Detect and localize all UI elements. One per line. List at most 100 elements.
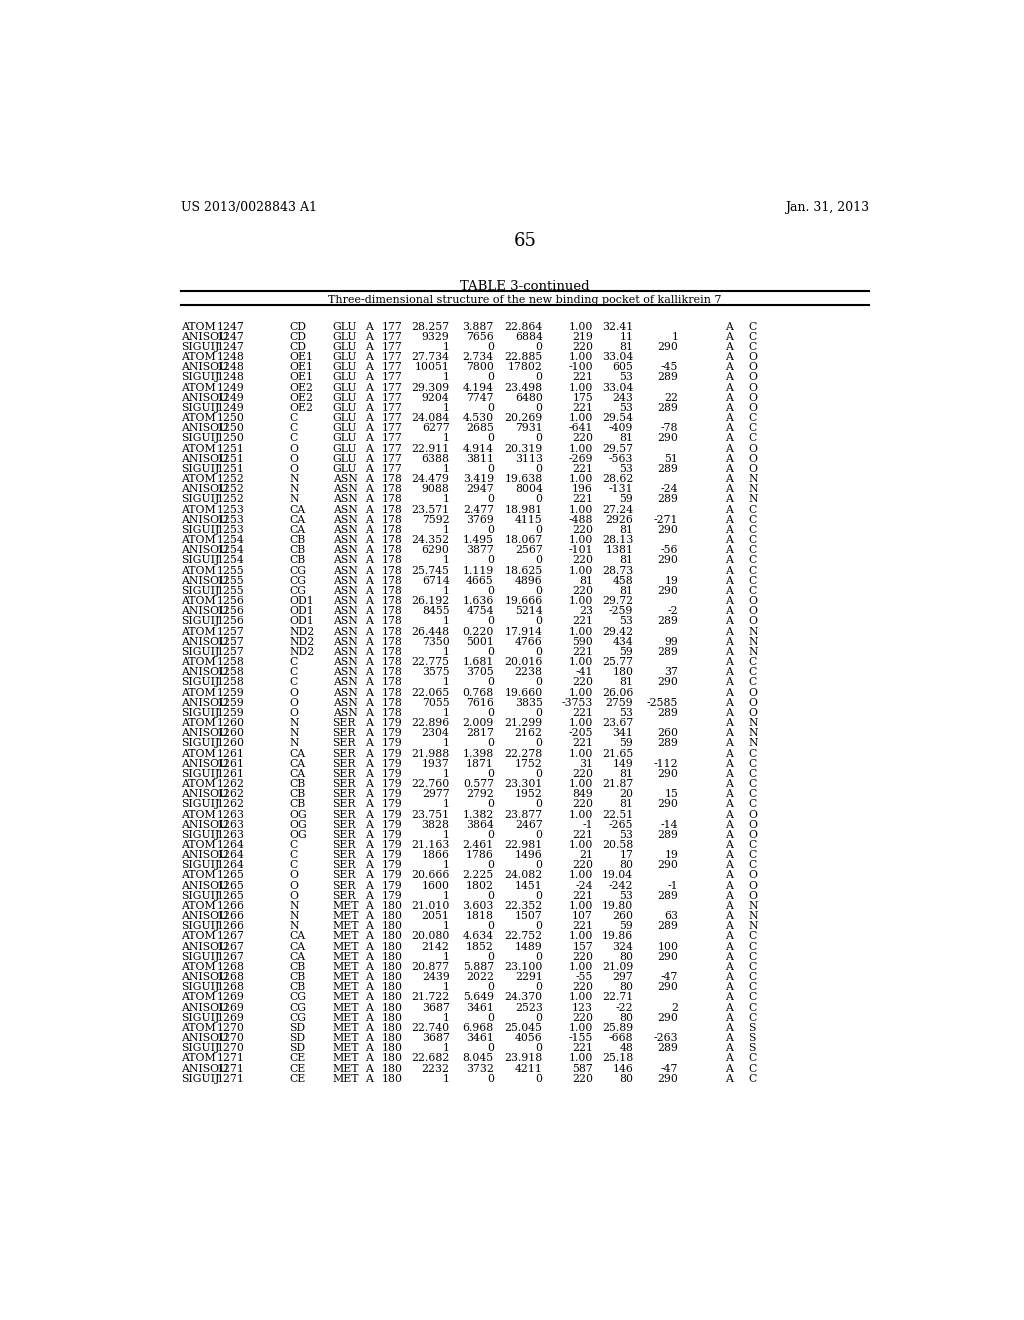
Text: 19: 19	[665, 850, 678, 861]
Text: OE1: OE1	[289, 352, 313, 362]
Text: CA: CA	[289, 952, 305, 962]
Text: 7350: 7350	[422, 636, 450, 647]
Text: O: O	[289, 870, 298, 880]
Text: C: C	[748, 993, 757, 1002]
Text: 221: 221	[572, 372, 593, 383]
Text: 0: 0	[536, 463, 543, 474]
Text: ATOM: ATOM	[180, 870, 215, 880]
Text: 3.887: 3.887	[463, 322, 494, 331]
Text: 24.082: 24.082	[505, 870, 543, 880]
Text: A: A	[366, 677, 373, 688]
Text: 23: 23	[579, 606, 593, 616]
Text: 290: 290	[657, 556, 678, 565]
Text: C: C	[748, 677, 757, 688]
Text: ASN: ASN	[333, 535, 357, 545]
Text: -47: -47	[660, 972, 678, 982]
Text: 179: 179	[382, 759, 403, 768]
Text: A: A	[366, 545, 373, 556]
Text: SER: SER	[333, 870, 356, 880]
Text: GLU: GLU	[333, 403, 357, 413]
Text: 0: 0	[536, 616, 543, 627]
Text: 0: 0	[536, 525, 543, 535]
Text: OD1: OD1	[289, 616, 314, 627]
Text: 2.477: 2.477	[463, 504, 494, 515]
Text: C: C	[289, 424, 297, 433]
Text: 2977: 2977	[422, 789, 450, 799]
Text: 1254: 1254	[216, 545, 245, 556]
Text: A: A	[725, 932, 732, 941]
Text: C: C	[748, 840, 757, 850]
Text: A: A	[725, 535, 732, 545]
Text: A: A	[366, 1053, 373, 1064]
Text: 1.00: 1.00	[568, 657, 593, 667]
Text: 179: 179	[382, 748, 403, 759]
Text: ATOM: ATOM	[180, 902, 215, 911]
Text: MET: MET	[333, 962, 359, 972]
Text: O: O	[748, 708, 757, 718]
Text: 1266: 1266	[216, 911, 245, 921]
Text: 1259: 1259	[216, 698, 245, 708]
Text: CA: CA	[289, 768, 305, 779]
Text: ASN: ASN	[333, 708, 357, 718]
Text: 2.225: 2.225	[463, 870, 494, 880]
Text: C: C	[289, 657, 297, 667]
Text: N: N	[748, 627, 758, 636]
Text: SIGUIJ: SIGUIJ	[180, 463, 219, 474]
Text: SER: SER	[333, 840, 356, 850]
Text: 0: 0	[486, 1012, 494, 1023]
Text: 81: 81	[620, 768, 633, 779]
Text: A: A	[366, 902, 373, 911]
Text: -488: -488	[568, 515, 593, 525]
Text: 178: 178	[382, 606, 403, 616]
Text: A: A	[725, 352, 732, 362]
Text: SIGUIJ: SIGUIJ	[180, 768, 219, 779]
Text: A: A	[366, 1034, 373, 1043]
Text: 19.86: 19.86	[602, 932, 633, 941]
Text: O: O	[748, 403, 757, 413]
Text: 7656: 7656	[466, 331, 494, 342]
Text: C: C	[748, 962, 757, 972]
Text: 53: 53	[620, 616, 633, 627]
Text: 5.887: 5.887	[463, 962, 494, 972]
Text: 8455: 8455	[422, 606, 450, 616]
Text: A: A	[366, 393, 373, 403]
Text: OD1: OD1	[289, 606, 314, 616]
Text: C: C	[748, 789, 757, 799]
Text: 9088: 9088	[422, 484, 450, 494]
Text: 0: 0	[536, 921, 543, 932]
Text: 1: 1	[442, 952, 450, 962]
Text: 1258: 1258	[216, 677, 245, 688]
Text: CB: CB	[289, 535, 305, 545]
Text: 178: 178	[382, 667, 403, 677]
Text: 4766: 4766	[515, 636, 543, 647]
Text: -263: -263	[653, 1034, 678, 1043]
Text: SIGUIJ: SIGUIJ	[180, 1043, 219, 1053]
Text: CA: CA	[289, 932, 305, 941]
Text: 180: 180	[382, 1053, 403, 1064]
Text: 3575: 3575	[422, 667, 450, 677]
Text: 22.51: 22.51	[602, 809, 633, 820]
Text: A: A	[366, 911, 373, 921]
Text: 177: 177	[382, 352, 403, 362]
Text: 178: 178	[382, 556, 403, 565]
Text: A: A	[725, 545, 732, 556]
Text: 1.398: 1.398	[463, 748, 494, 759]
Text: 107: 107	[572, 911, 593, 921]
Text: A: A	[725, 870, 732, 880]
Text: 178: 178	[382, 688, 403, 697]
Text: 177: 177	[382, 383, 403, 392]
Text: 1252: 1252	[216, 484, 245, 494]
Text: 63: 63	[665, 911, 678, 921]
Text: 2817: 2817	[466, 729, 494, 738]
Text: O: O	[289, 880, 298, 891]
Text: SER: SER	[333, 820, 356, 830]
Text: ATOM: ATOM	[180, 809, 215, 820]
Text: C: C	[748, 413, 757, 424]
Text: 1248: 1248	[216, 362, 245, 372]
Text: 21.163: 21.163	[412, 840, 450, 850]
Text: 1265: 1265	[216, 880, 245, 891]
Text: 2439: 2439	[422, 972, 450, 982]
Text: A: A	[725, 941, 732, 952]
Text: 1818: 1818	[466, 911, 494, 921]
Text: SIGUIJ: SIGUIJ	[180, 495, 219, 504]
